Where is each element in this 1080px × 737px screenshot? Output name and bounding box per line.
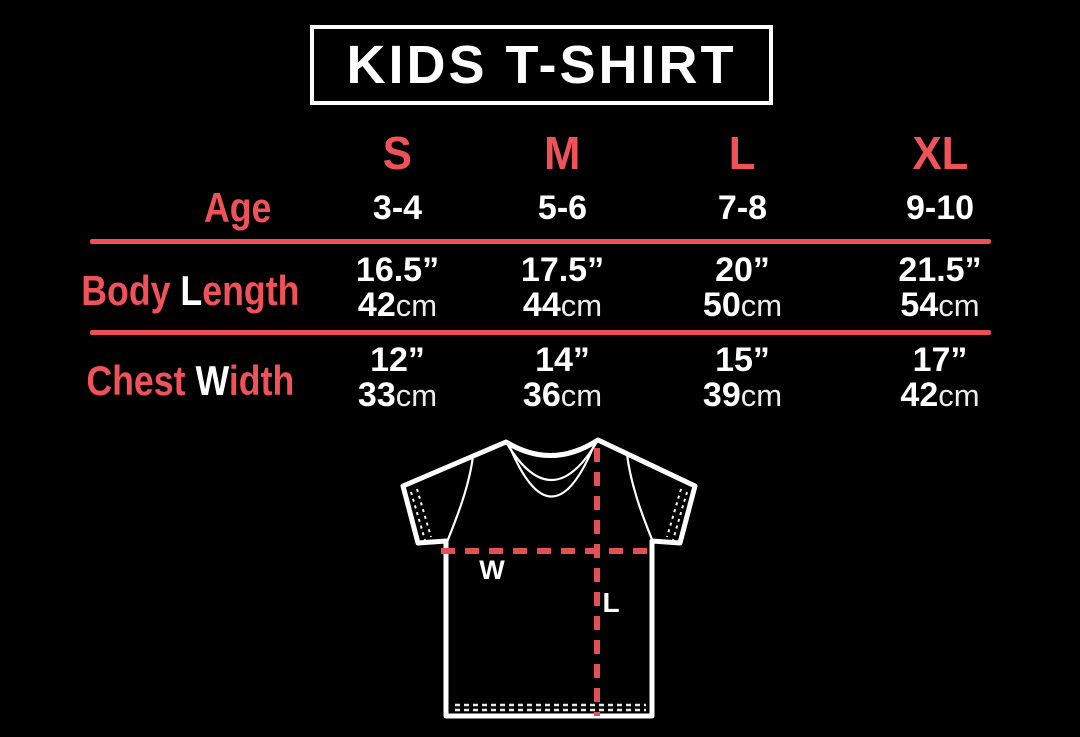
age-value-l: 7-8 bbox=[717, 188, 768, 227]
body-length-cm-l: 50cm bbox=[703, 288, 782, 329]
collar-band-inner bbox=[507, 442, 597, 498]
body-length-value-s: 16.5” 42cm bbox=[320, 252, 475, 329]
body-length-inches-s: 16.5” bbox=[355, 251, 440, 289]
age-value-m: 5-6 bbox=[537, 188, 588, 227]
width-measure-label: W bbox=[479, 555, 505, 585]
body-length-value-l: 20” 50cm bbox=[650, 252, 835, 329]
tshirt-diagram: W L bbox=[400, 437, 698, 719]
chest-width-label: Chest Width bbox=[86, 357, 294, 405]
left-armhole-seam bbox=[445, 455, 475, 543]
size-header-xl: XL bbox=[912, 127, 968, 179]
chest-width-cm-s: 33cm bbox=[358, 378, 437, 419]
age-value-xl: 9-10 bbox=[905, 188, 975, 227]
chest-width-cm-m: 36cm bbox=[523, 378, 602, 419]
cm-number: 33 bbox=[357, 376, 396, 414]
cm-number: 39 bbox=[702, 376, 741, 414]
chest-width-row: Chest Width 12” 33cm 14” 36cm 15” 39cm 1… bbox=[60, 342, 1045, 413]
body-length-cm-m: 44cm bbox=[523, 288, 602, 329]
size-header-m: M bbox=[544, 127, 581, 179]
body-length-row: Body Length 16.5” 42cm 17.5” 44cm 20” 50… bbox=[60, 252, 1045, 323]
chest-width-value-l: 15” 39cm bbox=[650, 342, 835, 419]
cm-unit: cm bbox=[560, 288, 603, 323]
left-cuff-stitching-2 bbox=[416, 488, 432, 538]
cm-unit: cm bbox=[560, 378, 603, 413]
cm-unit: cm bbox=[740, 378, 783, 413]
body-length-value-xl: 21.5” 54cm bbox=[835, 252, 1045, 329]
empty-header-cell bbox=[60, 126, 320, 180]
chest-width-value-s: 12” 33cm bbox=[320, 342, 475, 419]
right-cuff-stitching-1 bbox=[672, 491, 688, 541]
chest-width-cm-l: 39cm bbox=[703, 378, 782, 419]
cm-number: 54 bbox=[900, 286, 939, 324]
body-length-inches-l: 20” bbox=[715, 251, 770, 289]
divider-line-top bbox=[90, 239, 991, 244]
size-header-s: S bbox=[382, 127, 413, 179]
collar-band-outer bbox=[505, 439, 599, 481]
cm-unit: cm bbox=[938, 378, 980, 413]
left-cuff-stitching-1 bbox=[410, 491, 426, 541]
cm-number: 42 bbox=[900, 376, 939, 414]
cm-unit: cm bbox=[395, 378, 438, 413]
chest-width-label-highlight: W bbox=[195, 356, 229, 404]
cm-number: 42 bbox=[357, 286, 396, 324]
body-length-label-prefix: Body bbox=[80, 266, 181, 314]
cm-number: 36 bbox=[522, 376, 561, 414]
chest-width-inches-m: 14” bbox=[535, 341, 590, 379]
size-header-row: S M L XL bbox=[60, 126, 1045, 179]
right-armhole-seam bbox=[625, 453, 655, 543]
divider-line-bottom bbox=[90, 330, 991, 335]
chest-width-value-xl: 17” 42cm bbox=[835, 342, 1045, 419]
chest-width-inches-s: 12” bbox=[370, 341, 425, 379]
age-label: Age bbox=[204, 184, 272, 231]
body-length-cm-s: 42cm bbox=[358, 288, 437, 329]
body-length-label: Body Length bbox=[81, 267, 299, 315]
right-cuff-stitching-2 bbox=[666, 488, 682, 538]
tshirt-outline bbox=[400, 437, 698, 719]
chest-width-label-suffix: idth bbox=[228, 356, 294, 404]
cm-number: 44 bbox=[522, 286, 561, 324]
chest-width-inches-xl: 17” bbox=[912, 341, 968, 379]
body-length-inches-m: 17.5” bbox=[520, 251, 605, 289]
body-length-inches-xl: 21.5” bbox=[898, 251, 982, 289]
chest-width-label-prefix: Chest bbox=[86, 356, 196, 404]
cm-number: 50 bbox=[702, 286, 741, 324]
chest-width-cm-xl: 42cm bbox=[900, 378, 979, 419]
chest-width-value-m: 14” 36cm bbox=[475, 342, 650, 419]
body-length-value-m: 17.5” 44cm bbox=[475, 252, 650, 329]
body-length-label-suffix: ength bbox=[201, 266, 300, 314]
age-row: Age 3-4 5-6 7-8 9-10 bbox=[60, 184, 1045, 231]
size-header-l: L bbox=[729, 127, 756, 179]
cm-unit: cm bbox=[395, 288, 438, 323]
length-measure-label: L bbox=[602, 587, 619, 618]
page-title: KIDS T-SHIRT bbox=[346, 35, 737, 95]
body-length-label-highlight: L bbox=[180, 266, 202, 314]
title-box: KIDS T-SHIRT bbox=[310, 25, 773, 105]
cm-unit: cm bbox=[740, 288, 783, 323]
body-length-cm-xl: 54cm bbox=[900, 288, 979, 329]
cm-unit: cm bbox=[938, 288, 980, 323]
age-value-s: 3-4 bbox=[372, 188, 423, 227]
chest-width-inches-l: 15” bbox=[715, 341, 770, 379]
